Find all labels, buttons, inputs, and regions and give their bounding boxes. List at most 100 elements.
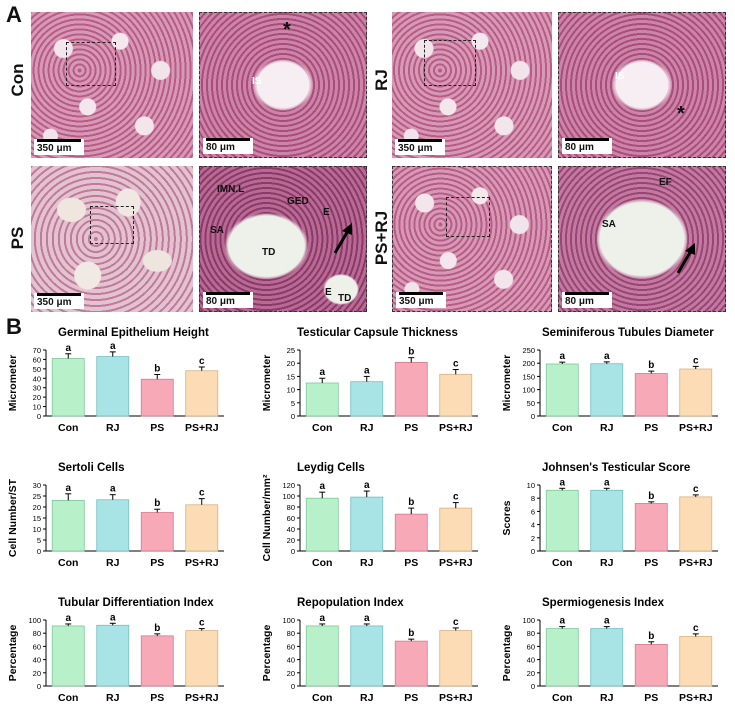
x-tick-label: PS+RJ: [679, 557, 713, 569]
x-tick-label: Con: [552, 692, 572, 704]
x-tick-label: Con: [58, 422, 78, 434]
significance-letter: b: [648, 491, 654, 502]
zoom-box: [66, 42, 116, 86]
scale-bar: 350 μm: [34, 293, 84, 309]
micrograph-ps-low: 350 μm: [31, 166, 193, 312]
chart-title: Seminiferous Tubules Diameter: [542, 327, 714, 339]
significance-letter: a: [604, 351, 610, 362]
chart-title: Spermiogenesis Index: [542, 597, 665, 609]
y-axis-label: Micrometer: [7, 355, 19, 412]
bar-rj: [350, 381, 384, 417]
bar-ps-rj: [439, 507, 473, 552]
label-star: *: [677, 103, 685, 125]
bar-rj: [96, 356, 130, 417]
label-sa: SA: [602, 219, 616, 230]
chart-title: Johnsen's Testicular Score: [542, 462, 690, 474]
bar-con: [51, 499, 85, 552]
y-axis-label: Percentage: [501, 625, 513, 682]
micrograph-psrj-high: EF SA 80 μm: [558, 166, 726, 312]
x-tick-label: PS: [150, 422, 164, 434]
significance-letter: c: [199, 488, 205, 499]
significance-letter: a: [110, 341, 116, 352]
chart-8: Spermiogenesis Index Percentage 0 20 40 60 80 1…: [501, 597, 718, 704]
y-tick-label: 0: [531, 682, 535, 691]
arrow-icon: [676, 243, 695, 274]
significance-letter: b: [154, 498, 160, 509]
bar-ps: [394, 640, 428, 687]
significance-letter: b: [154, 364, 160, 375]
bar-rj: [96, 499, 130, 552]
label-td: TD: [338, 293, 352, 304]
x-tick-label: PS: [150, 692, 164, 704]
significance-letter: c: [693, 623, 699, 634]
bar-ps: [634, 644, 668, 687]
row-label-psrj: PS+RJ: [372, 210, 391, 266]
chart-title: Tubular Differentiation Index: [58, 597, 214, 609]
bar-rj: [590, 628, 624, 687]
y-tick-label: 20: [33, 669, 41, 678]
row-label-rj: RJ: [372, 69, 391, 91]
y-tick-label: 250: [522, 346, 535, 355]
y-tick-label: 20: [33, 503, 41, 512]
significance-letter: a: [110, 484, 116, 495]
y-tick-label: 80: [287, 629, 295, 638]
chart-7: Repopulation Index Percentage 0 20 40 60 80 100…: [261, 597, 478, 704]
y-axis-label: Cell Number/mm²: [261, 474, 273, 561]
chart-title: Repopulation Index: [297, 597, 404, 609]
bar-con: [305, 497, 339, 552]
significance-letter: a: [364, 613, 370, 624]
x-tick-label: RJ: [600, 557, 614, 569]
bar-ps-rj: [439, 373, 473, 417]
significance-letter: a: [319, 613, 325, 624]
scale-bar: 80 μm: [203, 292, 253, 308]
y-tick-label: 40: [527, 656, 535, 665]
y-tick-label: 0: [531, 547, 535, 556]
significance-letter: c: [199, 618, 205, 629]
bar-ps: [140, 512, 174, 552]
y-tick-label: 60: [527, 642, 535, 651]
significance-letter: c: [453, 359, 459, 370]
x-tick-label: RJ: [360, 557, 374, 569]
y-tick-label: 0: [291, 412, 295, 421]
row-label-ps: PS: [8, 226, 27, 250]
significance-letter: b: [408, 497, 414, 508]
x-tick-label: PS: [404, 422, 418, 434]
chart-5: Johnsen's Testicular Score Scores 0 2 4 6 8 10 a…: [501, 462, 718, 569]
y-tick-label: 60: [287, 514, 295, 523]
x-tick-label: PS+RJ: [185, 557, 219, 569]
chart-3: Sertoli Cells Cell Number/ST 0 5 10 15 20 25 30 a…: [7, 462, 224, 569]
bar-con: [305, 625, 339, 687]
scale-bar: 350 μm: [34, 139, 84, 155]
x-tick-label: Con: [58, 692, 78, 704]
label-imnl: IMN.L: [217, 184, 245, 195]
bar-rj: [96, 624, 130, 687]
chart-title: Sertoli Cells: [58, 462, 124, 474]
scale-bar: 350 μm: [396, 292, 446, 308]
significance-letter: b: [408, 628, 414, 639]
y-tick-label: 100: [282, 492, 295, 501]
bar-rj: [590, 489, 624, 552]
x-tick-label: RJ: [600, 692, 614, 704]
bar-ps: [634, 373, 668, 417]
x-tick-label: PS+RJ: [185, 692, 219, 704]
micrograph-con-low: 350 μm: [31, 12, 193, 158]
x-tick-label: RJ: [360, 692, 374, 704]
x-tick-label: PS+RJ: [439, 557, 473, 569]
bar-ps-rj: [185, 630, 219, 687]
y-tick-label: 25: [33, 492, 41, 501]
y-tick-label: 2: [531, 534, 535, 543]
x-tick-label: Con: [312, 692, 332, 704]
y-tick-label: 80: [527, 629, 535, 638]
significance-letter: a: [364, 365, 370, 376]
scale-bar: 350 μm: [395, 139, 445, 155]
y-axis-label: Micrometer: [501, 355, 513, 412]
label-star: *: [283, 19, 291, 41]
x-tick-label: Con: [552, 422, 572, 434]
y-tick-label: 8: [531, 494, 535, 503]
scale-bar: 80 μm: [203, 138, 253, 154]
y-tick-label: 25: [287, 346, 295, 355]
label-sa: SA: [210, 225, 224, 236]
significance-letter: a: [65, 483, 71, 494]
chart-6: Tubular Differentiation Index Percentage 0…: [7, 597, 224, 704]
y-tick-label: 150: [522, 372, 535, 381]
